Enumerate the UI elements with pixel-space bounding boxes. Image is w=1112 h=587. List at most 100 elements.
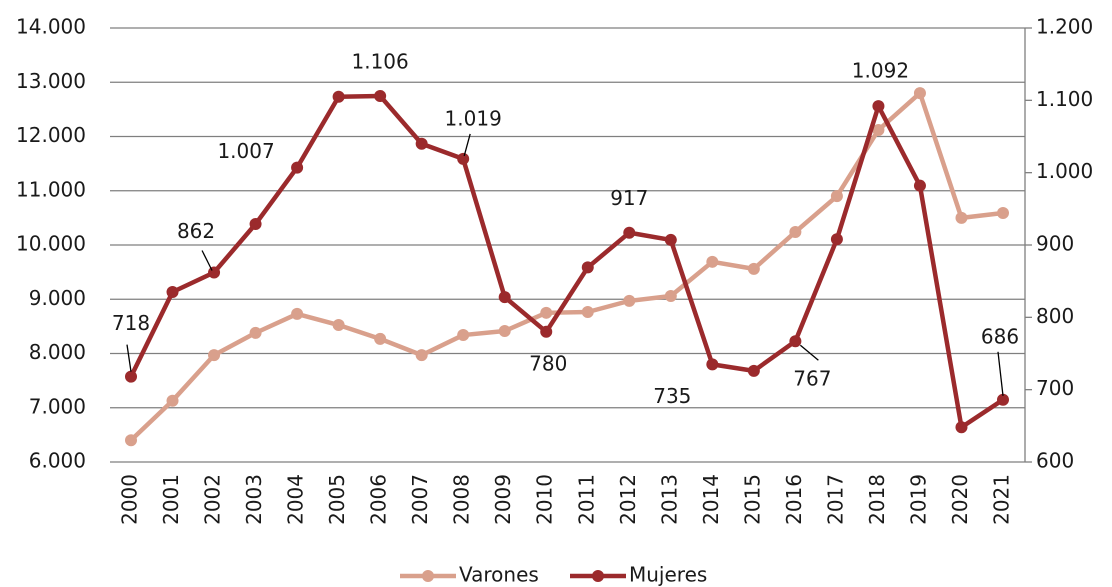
point bbox=[166, 394, 179, 407]
point bbox=[997, 206, 1009, 219]
point bbox=[332, 319, 345, 332]
x-tick-label: 2009 bbox=[491, 474, 515, 525]
y2-tick-label: 1.000 bbox=[1036, 159, 1093, 183]
y2-tick-label: 1.100 bbox=[1036, 87, 1093, 111]
legend-label: Varones bbox=[459, 563, 539, 587]
x-tick-label: 2002 bbox=[201, 474, 225, 525]
x-tick-label: 2012 bbox=[616, 474, 640, 525]
point bbox=[623, 226, 636, 239]
point bbox=[581, 261, 594, 274]
x-tick-label: 2001 bbox=[159, 474, 183, 525]
x-tick-label: 2013 bbox=[657, 474, 681, 525]
point bbox=[872, 123, 885, 136]
y-tick-label: 6.000 bbox=[29, 449, 86, 473]
x-tick-label: 2010 bbox=[533, 474, 557, 525]
point bbox=[208, 266, 221, 279]
point bbox=[208, 349, 221, 362]
point bbox=[997, 393, 1009, 406]
point bbox=[747, 262, 760, 275]
point bbox=[249, 218, 262, 231]
point bbox=[581, 305, 594, 318]
data-label: 780 bbox=[529, 351, 567, 375]
point bbox=[374, 332, 387, 345]
leader-line bbox=[997, 351, 1004, 396]
point bbox=[664, 233, 677, 246]
point bbox=[125, 434, 137, 447]
point bbox=[706, 358, 719, 371]
x-tick-label: 2016 bbox=[782, 474, 806, 525]
data-label: 1.007 bbox=[217, 139, 274, 163]
y-tick-label: 9.000 bbox=[29, 286, 86, 310]
point bbox=[913, 87, 926, 100]
x-tick-label: 2006 bbox=[367, 474, 391, 525]
point bbox=[913, 179, 926, 192]
y-tick-label: 8.000 bbox=[29, 340, 86, 364]
y-tick-label: 11.000 bbox=[16, 177, 86, 201]
point bbox=[291, 307, 304, 320]
point bbox=[706, 255, 719, 268]
x-tick-label: 2003 bbox=[242, 474, 266, 525]
point bbox=[249, 326, 262, 339]
point bbox=[498, 324, 511, 337]
leader-line bbox=[201, 250, 213, 271]
x-tick-label: 2018 bbox=[865, 474, 889, 525]
data-label: 862 bbox=[177, 219, 215, 243]
y2-tick-label: 700 bbox=[1036, 376, 1074, 400]
series-line bbox=[129, 90, 1004, 442]
data-label: 718 bbox=[112, 311, 150, 335]
point bbox=[789, 335, 802, 348]
point bbox=[623, 294, 636, 307]
leader-line bbox=[126, 344, 132, 372]
y-tick-label: 14.000 bbox=[16, 15, 86, 39]
point bbox=[291, 161, 304, 174]
leader-line bbox=[463, 133, 471, 157]
point bbox=[955, 211, 968, 224]
point bbox=[125, 370, 137, 383]
point bbox=[498, 291, 511, 304]
y-tick-label: 12.000 bbox=[16, 123, 86, 147]
point bbox=[872, 100, 885, 113]
x-tick-label: 2011 bbox=[574, 474, 598, 525]
point bbox=[830, 190, 843, 203]
point bbox=[415, 137, 428, 150]
x-tick-label: 2014 bbox=[699, 474, 723, 525]
data-label: 1.092 bbox=[852, 59, 909, 83]
data-label: 735 bbox=[653, 384, 691, 408]
y2-tick-label: 800 bbox=[1036, 304, 1074, 328]
x-tick-label: 2020 bbox=[948, 474, 972, 525]
point bbox=[374, 89, 387, 102]
y-tick-label: 7.000 bbox=[29, 394, 86, 418]
data-label: 767 bbox=[793, 367, 831, 391]
point bbox=[664, 289, 677, 302]
x-tick-label: 2000 bbox=[118, 474, 142, 525]
x-tick-label: 2007 bbox=[408, 474, 432, 525]
series-line bbox=[128, 93, 1005, 430]
x-tick-label: 2008 bbox=[450, 474, 474, 525]
y2-tick-label: 900 bbox=[1036, 232, 1074, 256]
data-label: 917 bbox=[610, 186, 648, 210]
x-tick-label: 2019 bbox=[906, 474, 930, 525]
legend-marker bbox=[592, 570, 604, 582]
y2-tick-label: 600 bbox=[1036, 449, 1074, 473]
leader-line bbox=[799, 344, 819, 361]
x-tick-label: 2021 bbox=[990, 474, 1014, 525]
point bbox=[830, 233, 843, 246]
x-tick-label: 2017 bbox=[823, 474, 847, 525]
point bbox=[955, 421, 968, 434]
y-tick-label: 13.000 bbox=[16, 69, 86, 93]
y-tick-label: 10.000 bbox=[16, 232, 86, 256]
point bbox=[457, 329, 470, 342]
y2-tick-label: 1.200 bbox=[1036, 15, 1093, 39]
point bbox=[747, 364, 760, 377]
data-label: 686 bbox=[981, 324, 1019, 348]
x-tick-label: 2004 bbox=[284, 474, 308, 525]
legend-marker bbox=[422, 570, 434, 582]
point bbox=[540, 325, 553, 338]
data-label: 1.106 bbox=[352, 49, 409, 73]
legend-label: Mujeres bbox=[629, 563, 707, 587]
point bbox=[789, 225, 802, 238]
point bbox=[415, 349, 428, 362]
point bbox=[540, 306, 553, 319]
x-tick-label: 2005 bbox=[325, 474, 349, 525]
